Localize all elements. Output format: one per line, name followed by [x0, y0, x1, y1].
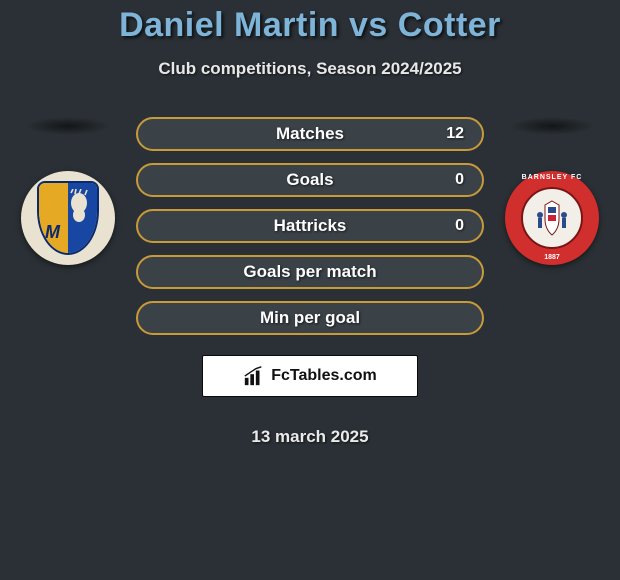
left-column: M — [16, 117, 120, 265]
stat-goals: Goals 0 — [136, 163, 484, 197]
stat-min-per-goal: Min per goal — [136, 301, 484, 335]
stat-label: Matches — [276, 124, 344, 144]
page-title: Daniel Martin vs Cotter — [0, 6, 620, 45]
stat-hattricks: Hattricks 0 — [136, 209, 484, 243]
stat-label: Min per goal — [260, 308, 360, 328]
title-player1: Daniel Martin — [119, 6, 339, 44]
stat-matches: Matches 12 — [136, 117, 484, 151]
crest-year: 1887 — [505, 254, 599, 261]
date-label: 13 march 2025 — [136, 427, 484, 447]
stat-goals-per-match: Goals per match — [136, 255, 484, 289]
crest-letter: M — [45, 222, 60, 243]
stats-column: Matches 12 Goals 0 Hattricks 0 Goals per… — [136, 117, 484, 447]
stat-value-right: 0 — [455, 171, 464, 189]
bar-chart-icon — [243, 365, 265, 387]
comparison-card: Daniel Martin vs Cotter Club competition… — [0, 0, 620, 447]
club-crest-right: BARNSLEY FC 1887 — [505, 171, 599, 265]
club-crest-left: M — [21, 171, 115, 265]
main-row: M Matches 12 Goals 0 Hattricks 0 — [0, 117, 620, 447]
brand-link[interactable]: FcTables.com — [202, 355, 418, 397]
subtitle: Club competitions, Season 2024/2025 — [0, 59, 620, 79]
stat-label: Goals per match — [243, 262, 376, 282]
stat-label: Goals — [286, 170, 333, 190]
coat-of-arms-icon — [529, 195, 575, 241]
stat-value-right: 0 — [455, 217, 464, 235]
right-column: BARNSLEY FC 1887 — [500, 117, 604, 265]
stag-icon — [67, 189, 93, 223]
crest-inner — [521, 187, 583, 249]
player-shadow-right — [509, 117, 595, 135]
player-shadow-left — [25, 117, 111, 135]
stat-value-right: 12 — [446, 125, 464, 143]
title-vs: vs — [349, 6, 388, 44]
brand-text: FcTables.com — [271, 367, 377, 385]
crest-ring-text: BARNSLEY FC — [505, 174, 599, 181]
title-player2: Cotter — [398, 6, 501, 44]
stat-label: Hattricks — [274, 216, 347, 236]
shield-icon: M — [37, 181, 99, 255]
